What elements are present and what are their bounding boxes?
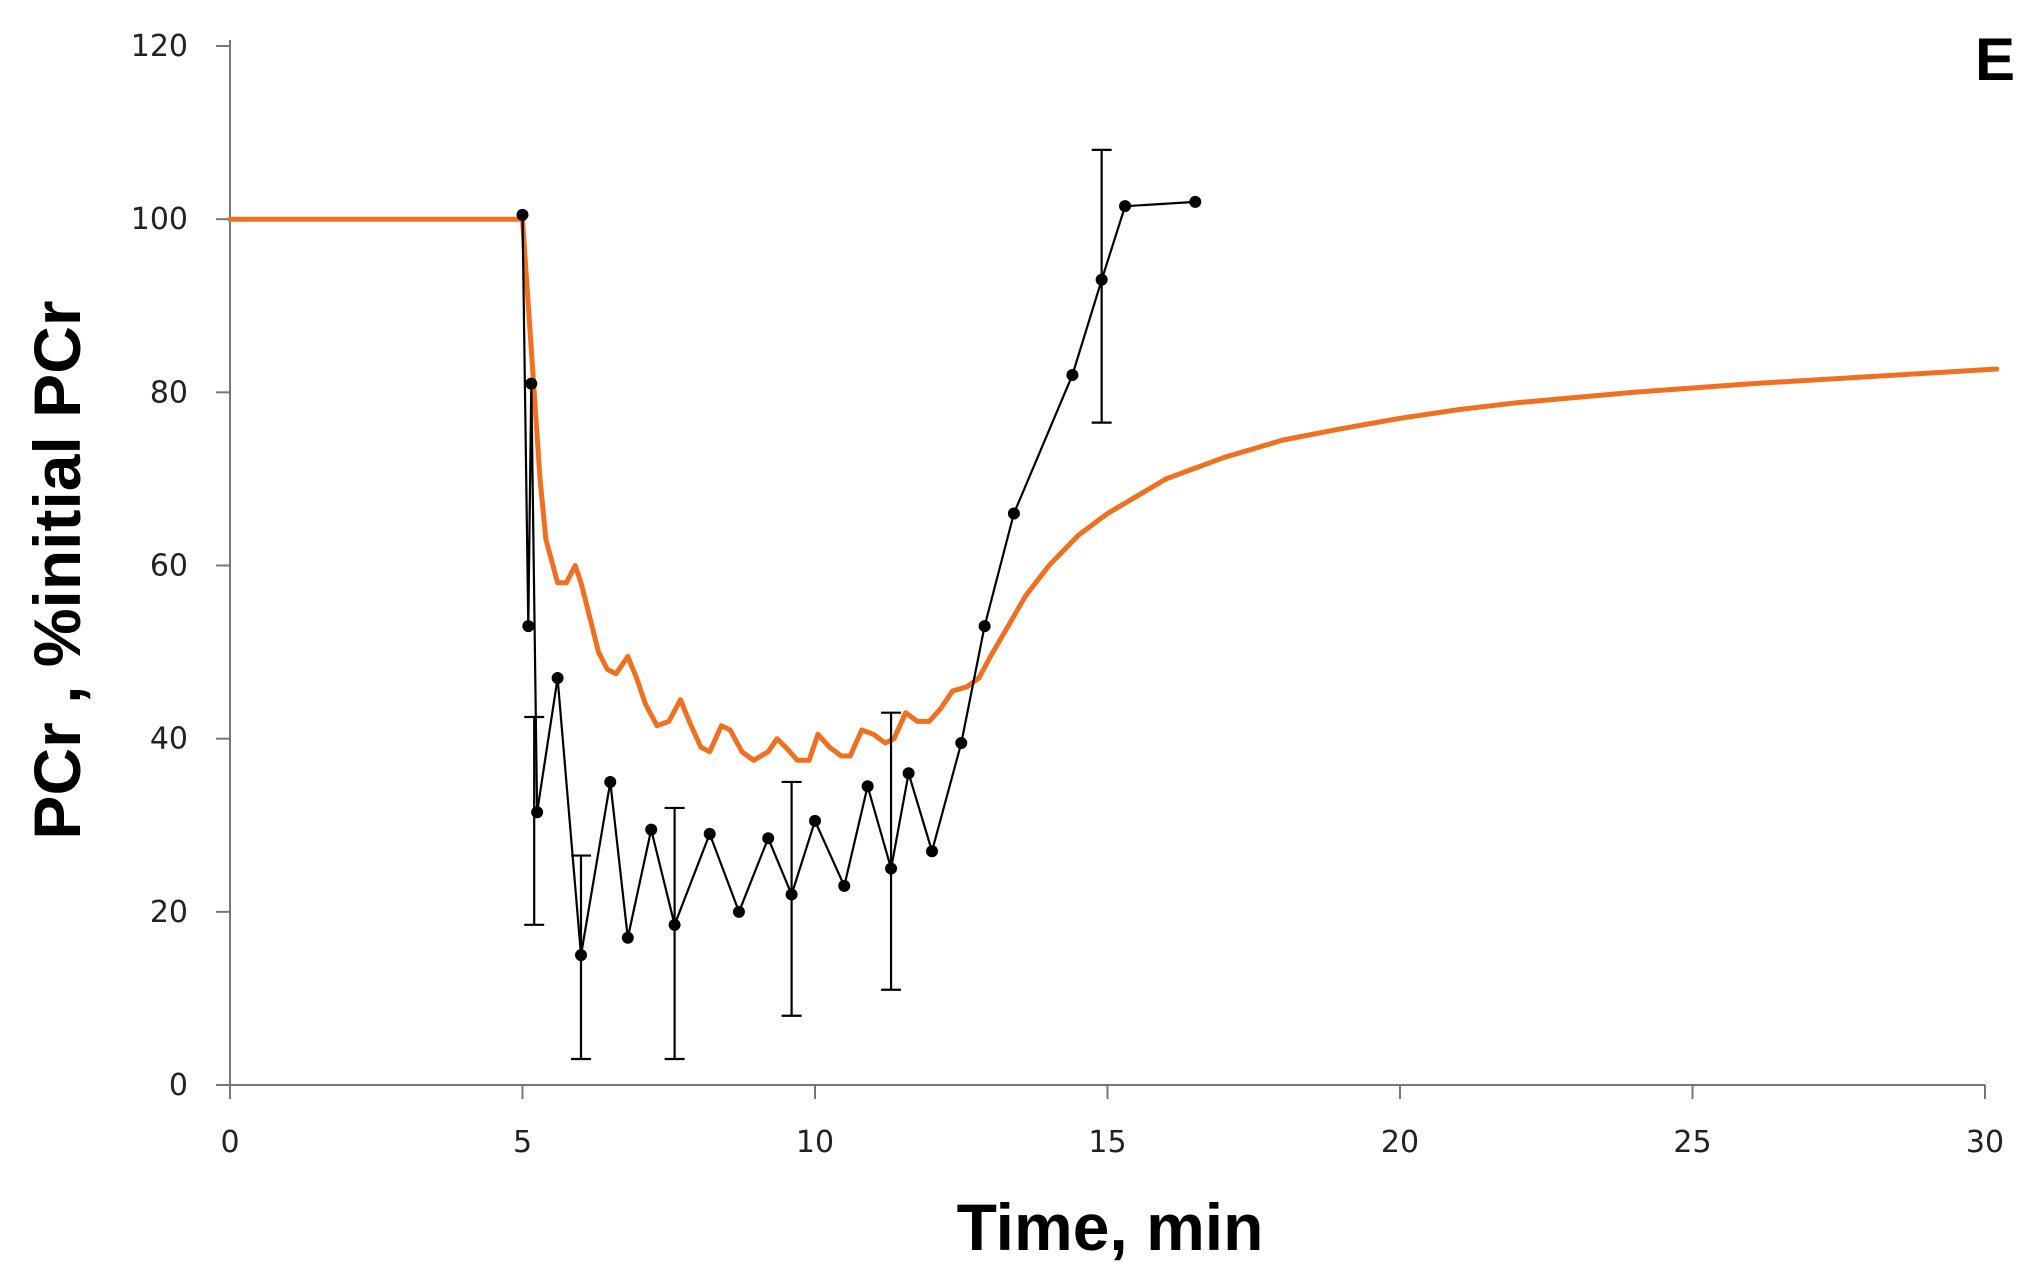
data-point (604, 775, 617, 788)
data-point (1095, 273, 1108, 286)
series-line (521, 200, 1196, 957)
y-tick-label: 20 (150, 895, 188, 930)
data-point (926, 845, 938, 858)
data-point (785, 888, 798, 901)
series-1 (227, 216, 2000, 763)
x-ticks: 0 5 10 15 20 25 30 (220, 1085, 2004, 1160)
plot-area (227, 148, 2000, 1061)
y-tick-label: 0 (169, 1068, 188, 1103)
data-point (575, 949, 587, 962)
data-point (732, 905, 745, 918)
data-point (978, 620, 991, 633)
x-tick-label: 15 (1088, 1125, 1126, 1160)
data-point (516, 208, 529, 221)
data-point (1119, 200, 1132, 213)
data-point (885, 862, 898, 875)
y-tick-label: 60 (150, 549, 188, 584)
data-point (902, 767, 915, 780)
data-point (838, 879, 851, 892)
data-point (762, 832, 775, 845)
series-2 (516, 148, 1202, 1061)
data-point (809, 814, 821, 827)
data-point (531, 806, 544, 819)
x-tick-label: 30 (1966, 1125, 2004, 1160)
x-tick-label: 25 (1673, 1125, 1711, 1160)
x-tick-label: 10 (796, 1125, 834, 1160)
y-tick-label: 40 (150, 722, 188, 757)
data-point (668, 918, 681, 931)
data-point (1007, 507, 1020, 520)
data-point (525, 377, 538, 390)
y-tick-label: 100 (131, 202, 188, 237)
x-tick-label: 20 (1381, 1125, 1419, 1160)
x-tick-label: 0 (220, 1125, 239, 1160)
y-tick-label: 120 (131, 29, 188, 64)
data-point (645, 823, 658, 836)
data-point (551, 672, 564, 685)
y-axis-title: PCr , %initial PCr (20, 300, 94, 839)
data-point (621, 931, 634, 944)
data-point (522, 620, 535, 633)
y-tick-label: 80 (150, 375, 188, 410)
axes (229, 40, 1985, 1086)
y-ticks: 0 20 40 60 80 100 120 (131, 29, 230, 1103)
series-line (227, 216, 2000, 763)
data-point (861, 780, 874, 793)
x-axis-title: Time, min (957, 1190, 1264, 1264)
panel-label: E (1975, 26, 2015, 93)
data-point (1189, 195, 1202, 208)
data-point (703, 827, 716, 840)
data-point (955, 736, 968, 749)
x-tick-label: 5 (513, 1125, 532, 1160)
data-point (1066, 369, 1079, 382)
